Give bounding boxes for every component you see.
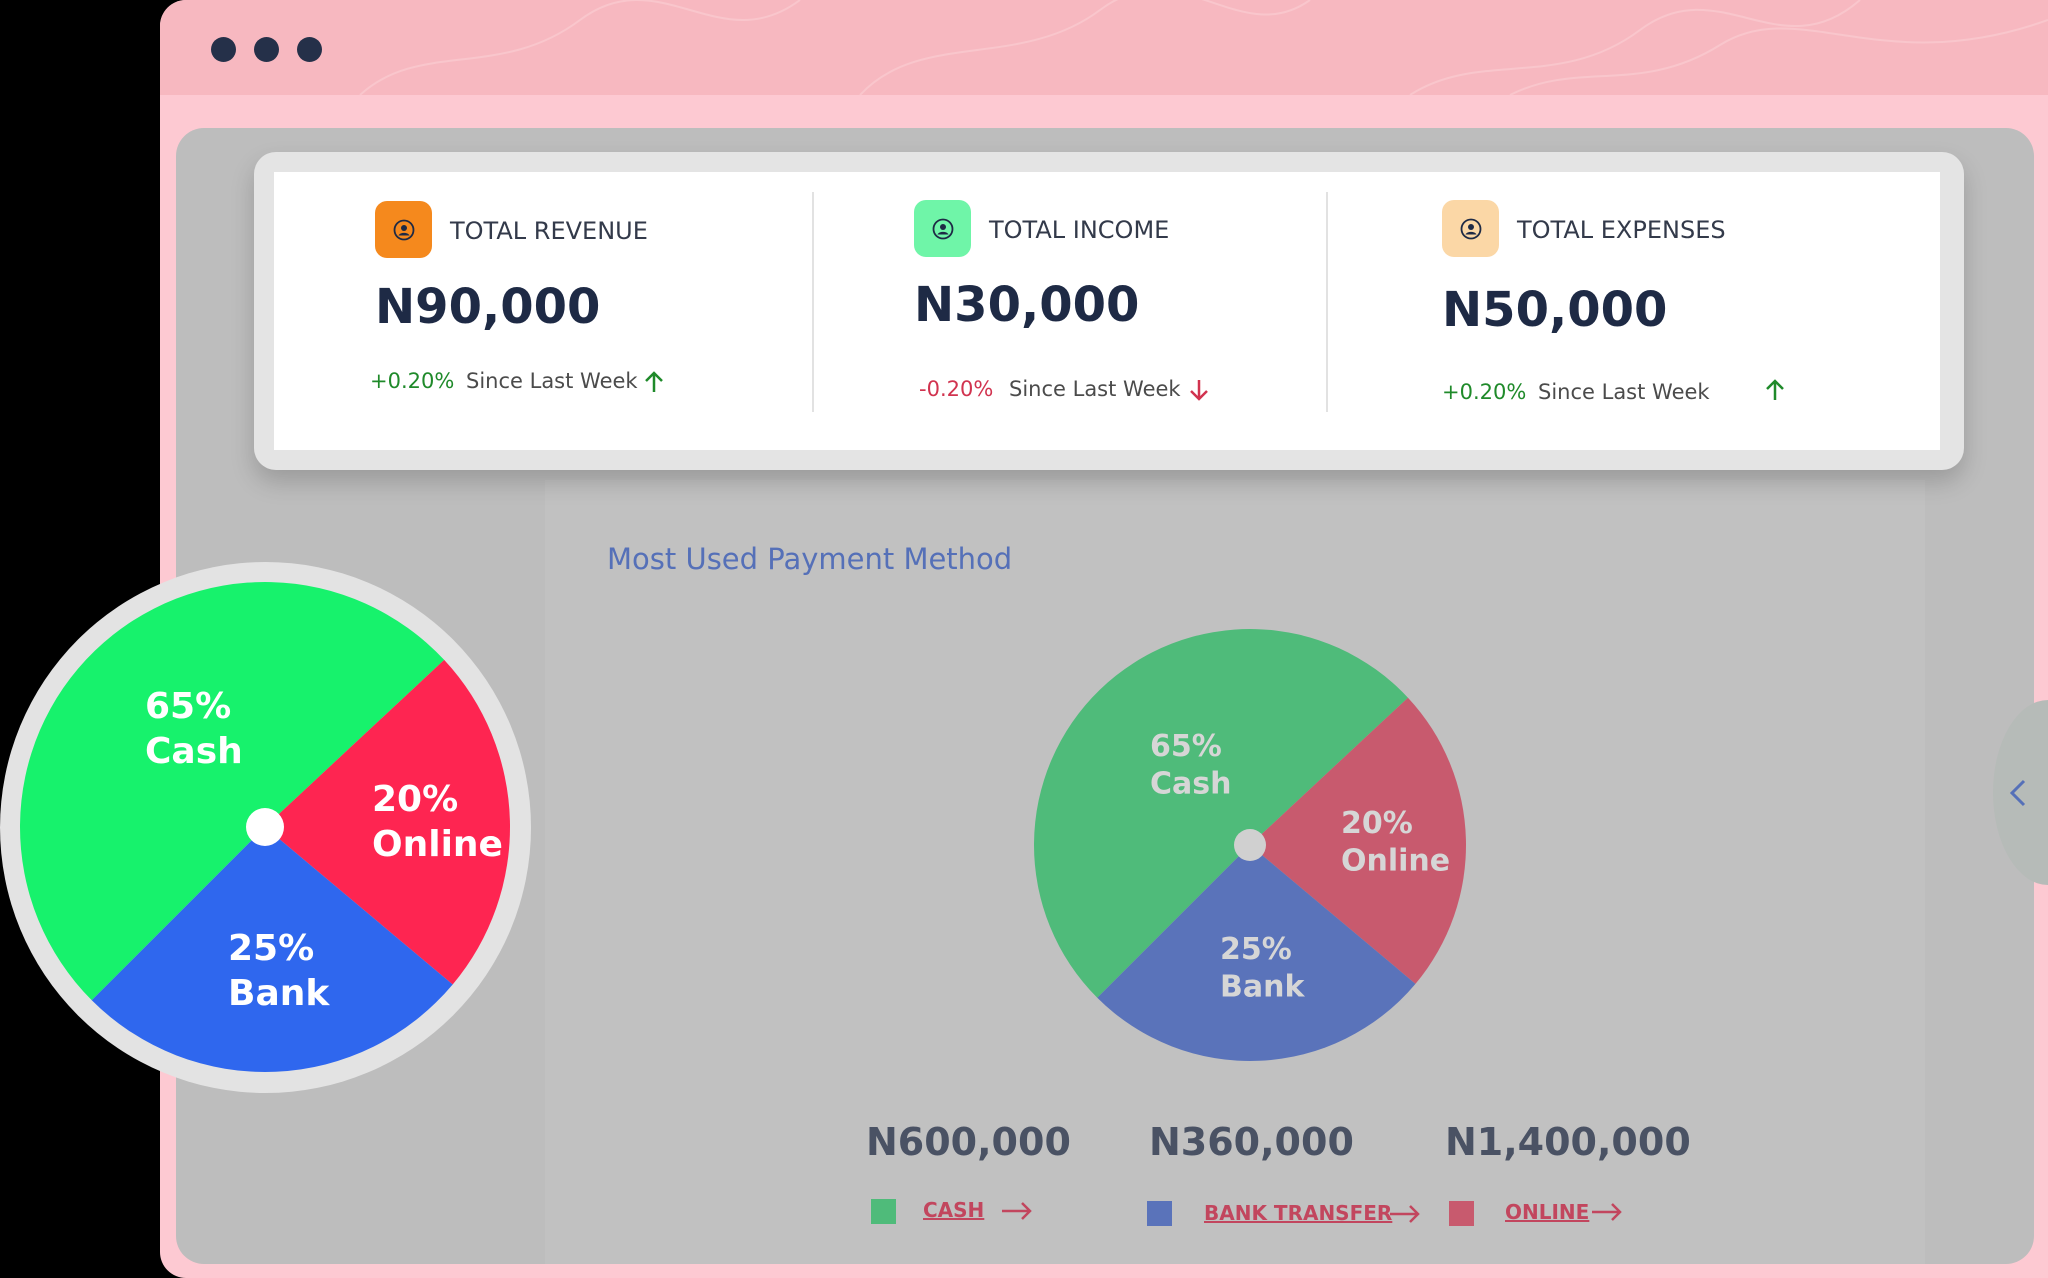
stat-total-revenue: TOTAL REVENUE N90,000 +0.20% Since Last … <box>354 172 774 450</box>
divider <box>1326 192 1328 412</box>
chevron-left-icon[interactable] <box>2007 778 2029 808</box>
online-amount: N1,400,000 <box>1445 1120 1691 1164</box>
user-icon <box>1442 200 1499 257</box>
pie-label-name: Bank <box>1220 970 1305 1005</box>
pie-label-percent: 25% <box>1220 932 1292 967</box>
legend-swatch-cash <box>871 1199 896 1224</box>
stat-change: +0.20% <box>370 369 455 393</box>
pie-slice-bank <box>1097 845 1416 1061</box>
arrow-right-icon[interactable] <box>1000 1199 1034 1223</box>
stat-total-expenses: TOTAL EXPENSES N50,000 +0.20% Since Last… <box>1442 172 1862 450</box>
legend-swatch-online <box>1449 1201 1474 1226</box>
legend-link-bank-transfer[interactable]: BANK TRANSFER <box>1204 1201 1393 1225</box>
divider <box>812 192 814 412</box>
window-control-dot[interactable] <box>297 37 322 62</box>
pie-slice-online <box>1250 697 1466 984</box>
stat-label: TOTAL REVENUE <box>450 217 648 245</box>
legend-link-online[interactable]: ONLINE <box>1505 1200 1590 1224</box>
pie-label-percent: 65% <box>145 686 231 727</box>
payment-method-title: Most Used Payment Method <box>607 542 1013 576</box>
stat-value: N30,000 <box>914 277 1140 333</box>
legend-link-cash[interactable]: CASH <box>923 1198 985 1222</box>
stat-label: TOTAL INCOME <box>989 216 1170 244</box>
pie-label-name: Online <box>1341 844 1450 879</box>
stat-since: Since Last Week <box>1538 380 1710 404</box>
stat-change: +0.20% <box>1442 380 1527 404</box>
window-control-dot[interactable] <box>211 37 236 62</box>
stat-total-income: TOTAL INCOME N30,000 -0.20% Since Last W… <box>914 172 1334 450</box>
stat-label: TOTAL EXPENSES <box>1517 216 1726 244</box>
user-icon <box>914 200 971 257</box>
arrow-up-icon <box>645 371 663 392</box>
zoomed-pie-lens: 65% Cash 20% Online 25% Bank <box>0 562 531 1093</box>
arrow-right-icon[interactable] <box>1590 1200 1624 1224</box>
title-bar <box>160 0 2048 95</box>
arrow-down-icon <box>1190 380 1208 401</box>
pie-center-hub <box>246 808 284 846</box>
arrow-up-icon <box>1766 379 1784 400</box>
pie-slice-cash <box>19 581 445 1001</box>
stat-value: N50,000 <box>1442 282 1668 338</box>
legend-swatch-bank-transfer <box>1147 1201 1172 1226</box>
pie-label-percent: 20% <box>1341 806 1413 841</box>
pie-label-percent: 65% <box>1150 729 1222 764</box>
stat-since: Since Last Week <box>466 369 638 393</box>
arrow-right-icon[interactable] <box>1388 1202 1422 1226</box>
zoomed-pie-svg: 65%Cash 20%Online 25%Bank <box>19 581 510 1072</box>
topography-pattern <box>359 0 2048 95</box>
cash-amount: N600,000 <box>866 1120 1071 1164</box>
payment-pie-chart: 65% Cash 20% Online 25% Bank <box>1034 629 1467 1062</box>
pie-label-name: Online <box>372 824 503 865</box>
pie-label-name: Cash <box>1150 767 1231 802</box>
stat-value: N90,000 <box>375 279 601 335</box>
pie-label-name: Bank <box>228 973 330 1014</box>
stat-since: Since Last Week <box>1009 377 1181 401</box>
pie-slice-bank <box>91 827 453 1072</box>
pie-svg: 65%Cash 20%Online 25%Bank <box>1034 629 1466 1061</box>
stats-frame: TOTAL REVENUE N90,000 +0.20% Since Last … <box>254 152 1964 470</box>
pie-slice-online <box>265 659 510 985</box>
bank-transfer-amount: N360,000 <box>1149 1120 1354 1164</box>
window-control-dot[interactable] <box>254 37 279 62</box>
pie-label-percent: 20% <box>372 779 458 820</box>
stats-card: TOTAL REVENUE N90,000 +0.20% Since Last … <box>274 172 1940 450</box>
pie-label-name: Cash <box>145 731 243 772</box>
pie-slice-cash <box>1034 629 1408 998</box>
user-icon <box>375 201 432 258</box>
pie-label-percent: 25% <box>228 928 314 969</box>
stat-change: -0.20% <box>919 377 994 401</box>
pie-center-hub <box>1234 829 1266 861</box>
